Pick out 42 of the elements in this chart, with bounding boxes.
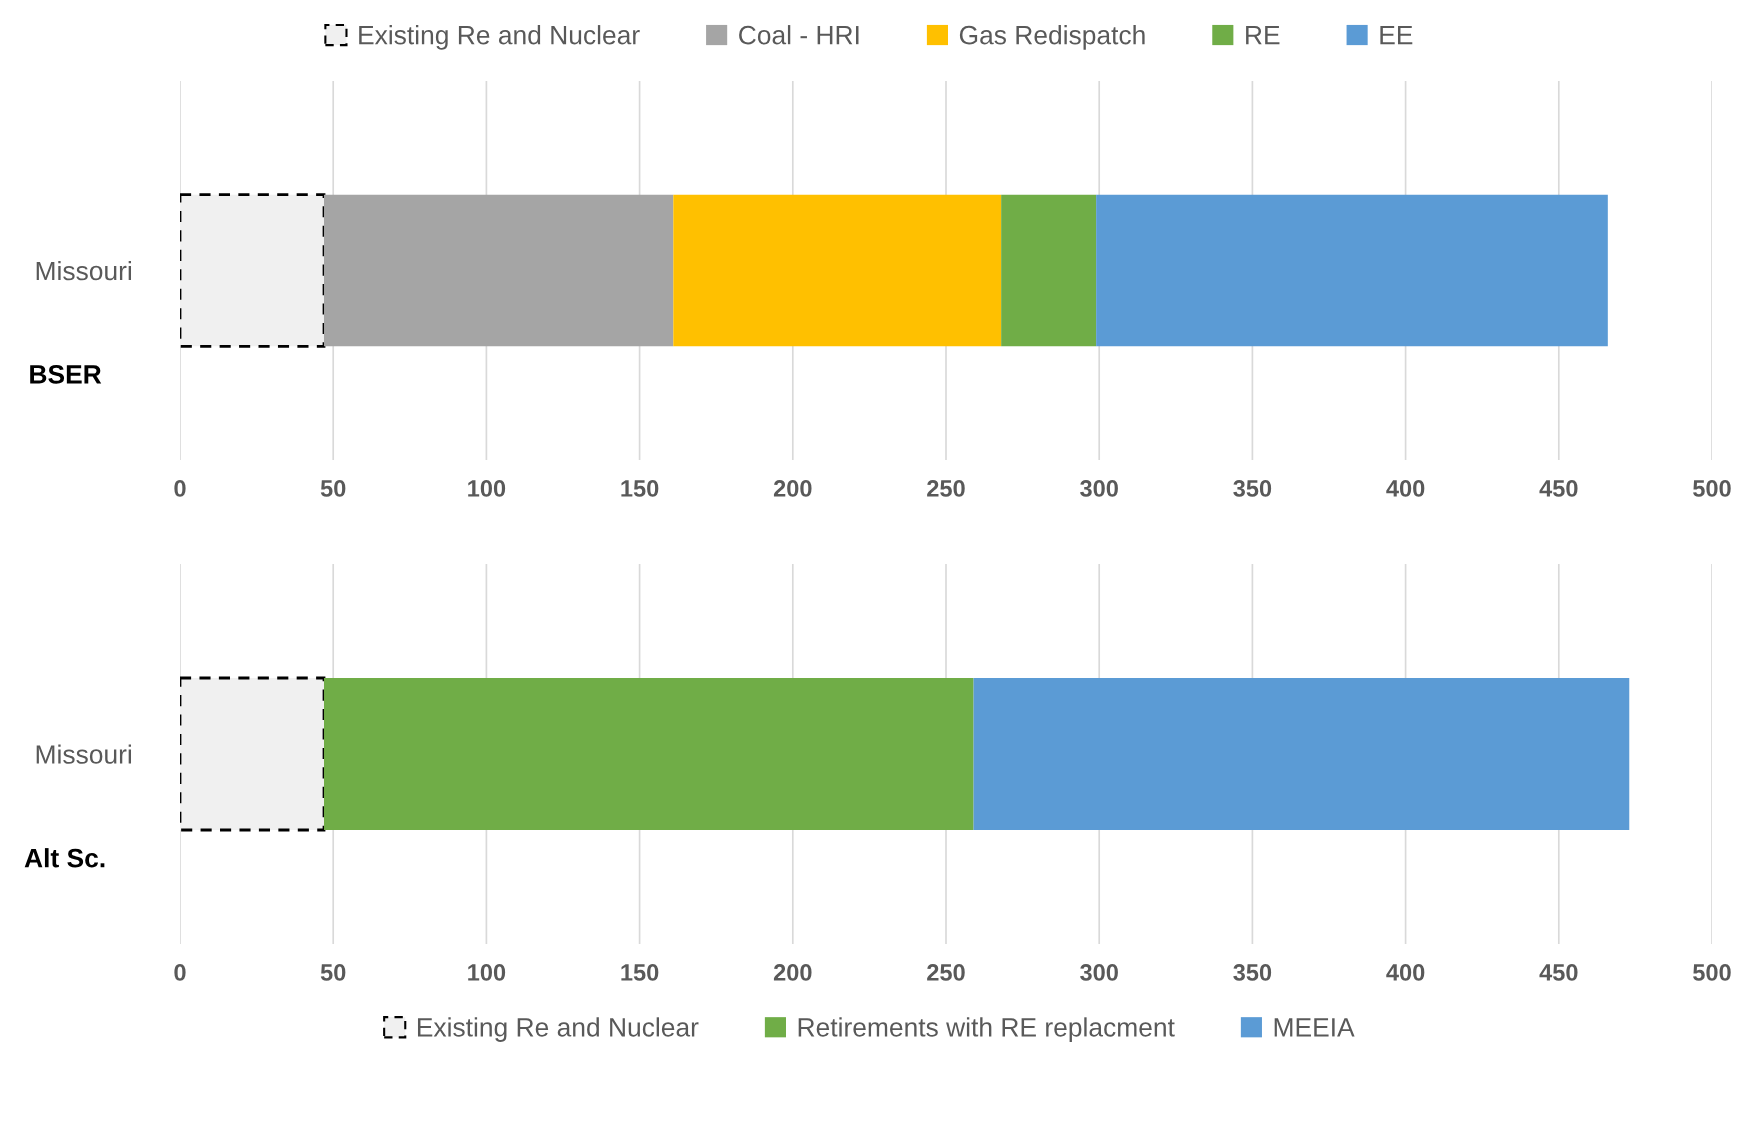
- x-tick-label: 100: [468, 480, 506, 497]
- x-tick-label: 200: [773, 964, 812, 981]
- x-tick-label: 0: [174, 480, 186, 497]
- x-tick-label: 250: [927, 480, 965, 497]
- bar: [180, 193, 326, 348]
- legend-label: Coal - HRI: [739, 25, 859, 45]
- text: BSER: [30, 365, 102, 384]
- x-tick-label: 100: [468, 964, 506, 981]
- x-tick-label: 500: [1693, 964, 1731, 981]
- bar: [324, 678, 974, 830]
- x-tick-label: 150: [621, 480, 659, 497]
- x-tick-label: 400: [1386, 480, 1425, 497]
- bar: [1096, 194, 1608, 347]
- legend-label: Existing Re and Nuclear: [359, 25, 640, 50]
- bar: [673, 194, 1002, 347]
- x-tick-label: 150: [621, 964, 659, 981]
- x-tick-label: 200: [773, 480, 812, 497]
- bar: [973, 678, 1630, 830]
- legend-label: RE: [1246, 26, 1280, 45]
- x-tick-label: 300: [1080, 964, 1118, 981]
- x-tick-label: 500: [1693, 480, 1731, 497]
- legend-label: MEEIA: [1274, 1018, 1355, 1037]
- x-tick-label: 250: [927, 964, 965, 981]
- x-tick-label: 0: [174, 964, 186, 981]
- y-tick-label: Missouri: [36, 744, 132, 764]
- x-tick-label: 300: [1080, 480, 1118, 497]
- x-tick-label: 450: [1539, 480, 1578, 497]
- legend-label: Retirements with RE replacment: [798, 1017, 1175, 1042]
- legend-label: Gas Redispatch: [959, 25, 1145, 50]
- x-tick-label: 350: [1233, 964, 1272, 981]
- legend-label: Existing Re and Nuclear: [417, 1017, 699, 1042]
- text: Alt Sc.: [24, 848, 105, 868]
- x-tick-label: 450: [1539, 964, 1578, 981]
- bar: [324, 194, 674, 347]
- x-tick-label: 350: [1233, 480, 1272, 497]
- x-tick-label: 50: [320, 480, 346, 497]
- x-tick-label: 50: [320, 964, 346, 981]
- bar: [1001, 194, 1097, 347]
- x-tick-label: 400: [1386, 964, 1425, 981]
- bar: [180, 676, 326, 832]
- legend-label: EE: [1380, 26, 1413, 45]
- y-tick-label: Missouri: [36, 260, 132, 281]
